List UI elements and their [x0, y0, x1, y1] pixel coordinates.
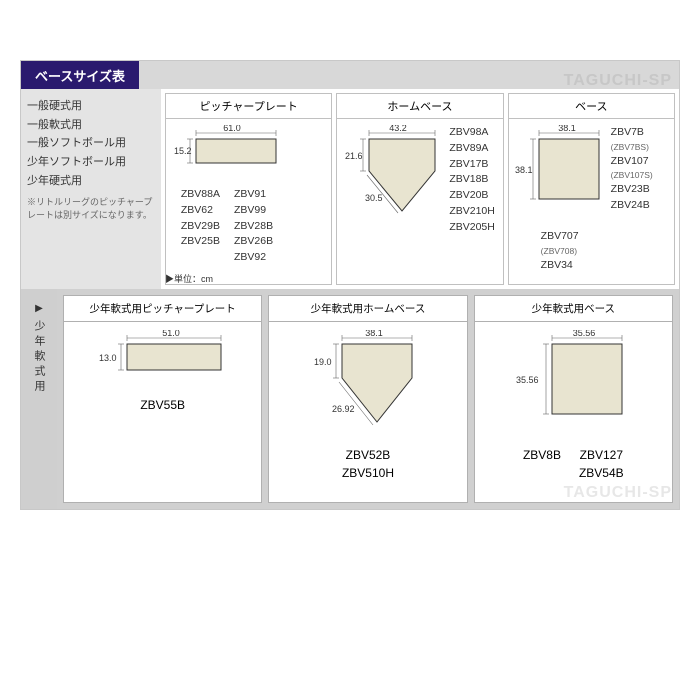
- svg-text:21.6: 21.6: [345, 151, 363, 161]
- youth-base-shape: 35.56 35.56: [508, 330, 638, 440]
- panel-base-title: ベース: [509, 94, 674, 119]
- unit-label: ▶単位：cm: [165, 272, 213, 285]
- watermark-top: TAGUCHI-SP: [564, 72, 672, 90]
- triangle-icon: ▶: [35, 303, 43, 314]
- upper-panels: ピッチャープレート 61.0 15.2: [161, 89, 679, 289]
- lpanel-home: 少年軟式用ホームベース 38.1 19.0 26.92: [268, 295, 467, 503]
- svg-text:38.1: 38.1: [515, 165, 533, 175]
- panel-base: ベース 38.1 38.1: [508, 93, 675, 285]
- svg-text:38.1: 38.1: [365, 330, 383, 338]
- cat-2: 一般ソフトボール用: [27, 134, 155, 153]
- lpanel-base: 少年軟式用ベース 35.56 35.56: [474, 295, 673, 503]
- watermark-bottom: TAGUCHI-SP: [564, 484, 672, 502]
- lpanel-home-title: 少年軟式用ホームベース: [269, 296, 466, 322]
- cat-0: 一般硬式用: [27, 97, 155, 116]
- pitcher-codes-left: ZBV88A ZBV62 ZBV29B ZBV25B: [181, 187, 220, 266]
- panel-home: ホームベース 43.2 21.6: [336, 93, 503, 285]
- svg-text:38.1: 38.1: [558, 125, 576, 133]
- chart-frame: ベースサイズ表 一般硬式用 一般軟式用 一般ソフトボール用 少年ソフトボール用 …: [20, 60, 680, 510]
- pitcher-plate-shape: 61.0 15.2: [172, 125, 282, 185]
- svg-text:35.56: 35.56: [573, 330, 596, 338]
- upper-section: 一般硬式用 一般軟式用 一般ソフトボール用 少年ソフトボール用 少年硬式用 ※リ…: [21, 89, 679, 289]
- youth-base-codes: ZBV8B ZBV127 ZBV54B: [523, 446, 624, 482]
- youth-home-codes: ZBV52B ZBV510H: [342, 446, 394, 482]
- lower-sidebar: ▶ 少年軟式用: [21, 289, 57, 509]
- lpanel-pitcher-title: 少年軟式用ピッチャープレート: [64, 296, 261, 322]
- cat-4: 少年硬式用: [27, 172, 155, 191]
- panel-home-title: ホームベース: [337, 94, 502, 119]
- sidebar-note: ※リトルリーグのピッチャープレートは別サイズになります。: [27, 196, 155, 221]
- svg-text:13.0: 13.0: [99, 353, 117, 363]
- lpanel-pitcher: 少年軟式用ピッチャープレート 51.0 13.0 ZBV55B: [63, 295, 262, 503]
- svg-text:43.2: 43.2: [390, 125, 408, 133]
- svg-text:19.0: 19.0: [314, 357, 332, 367]
- base-codes-left: ZBV707 (ZBV708) ZBV34: [541, 229, 579, 273]
- pitcher-codes-right: ZBV91 ZBV99 ZBV28B ZBV26B ZBV92: [234, 187, 273, 266]
- svg-text:35.56: 35.56: [516, 375, 539, 385]
- lpanel-base-title: 少年軟式用ベース: [475, 296, 672, 322]
- panel-pitcher-title: ピッチャープレート: [166, 94, 331, 119]
- panel-pitcher: ピッチャープレート 61.0 15.2: [165, 93, 332, 285]
- youth-pitcher-codes: ZBV55B: [140, 396, 185, 414]
- chart-title: ベースサイズ表: [21, 61, 139, 89]
- lower-label: 少年軟式用: [31, 320, 47, 395]
- cat-3: 少年ソフトボール用: [27, 153, 155, 172]
- base-codes-right: ZBV7B (ZBV7BS) ZBV107 (ZBV107S) ZBV23B Z…: [611, 125, 653, 214]
- lower-section: ▶ 少年軟式用 少年軟式用ピッチャープレート 51.0 13.0: [21, 289, 679, 509]
- base-shape: 38.1 38.1: [515, 125, 605, 225]
- svg-text:26.92: 26.92: [332, 404, 355, 414]
- category-sidebar: 一般硬式用 一般軟式用 一般ソフトボール用 少年ソフトボール用 少年硬式用 ※リ…: [21, 89, 161, 289]
- cat-1: 一般軟式用: [27, 116, 155, 135]
- youth-home-shape: 38.1 19.0 26.92: [308, 330, 428, 440]
- home-plate-shape: 43.2 21.6 30.5: [343, 125, 443, 225]
- svg-text:51.0: 51.0: [162, 330, 180, 338]
- home-codes: ZBV98A ZBV89A ZBV17B ZBV18B ZBV20B ZBV21…: [449, 125, 495, 235]
- svg-text:15.2: 15.2: [174, 146, 192, 156]
- svg-text:61.0: 61.0: [223, 125, 241, 133]
- svg-text:30.5: 30.5: [365, 193, 383, 203]
- youth-pitcher-shape: 51.0 13.0: [93, 330, 233, 390]
